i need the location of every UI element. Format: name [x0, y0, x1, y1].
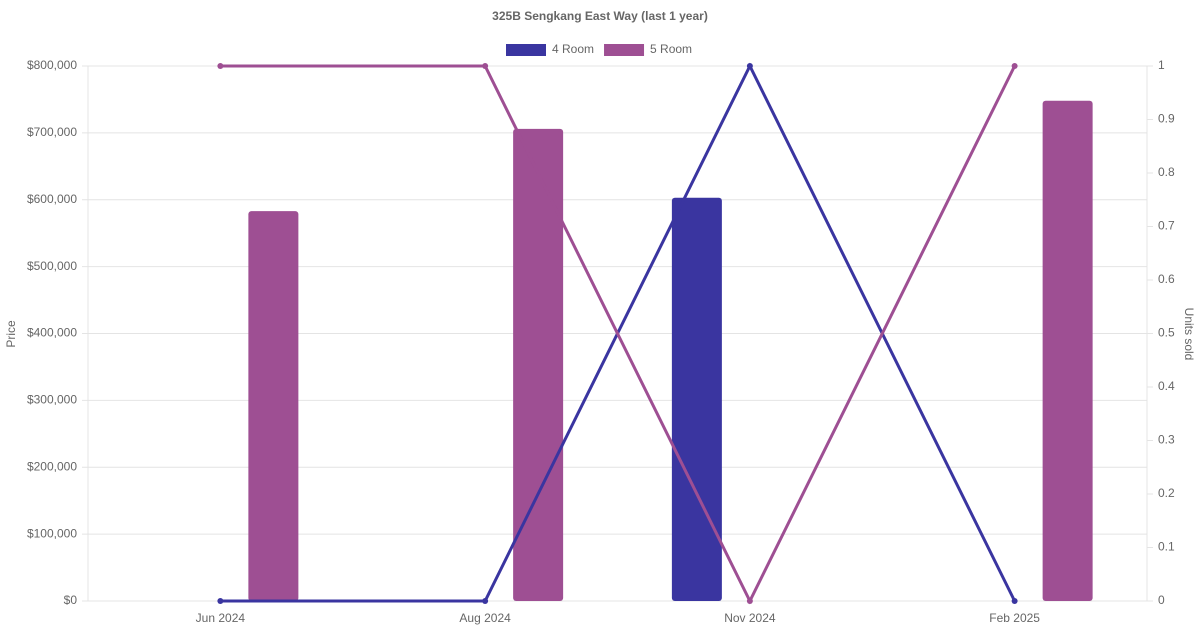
- line-point: [482, 63, 489, 69]
- y2-tick-label: 0.1: [1158, 540, 1175, 554]
- x-tick-label: Nov 2024: [724, 611, 776, 625]
- y-tick-label: $200,000: [27, 459, 77, 473]
- bar: [513, 128, 564, 602]
- legend-label[interactable]: 4 Room: [552, 42, 594, 56]
- line-point: [746, 63, 753, 69]
- y-tick-label: $600,000: [27, 192, 77, 206]
- y-axis-label: Price: [4, 320, 18, 348]
- y2-tick-label: 0.4: [1158, 379, 1175, 393]
- legend-swatch[interactable]: [506, 44, 546, 56]
- line-point: [217, 598, 224, 604]
- line-point: [1011, 63, 1018, 69]
- y2-tick-label: 0.9: [1158, 112, 1175, 126]
- bar: [1042, 100, 1093, 602]
- line-point: [482, 598, 489, 604]
- y2-axis-label: Units sold: [1182, 308, 1196, 361]
- y2-tick-label: 0.5: [1158, 326, 1175, 340]
- chart-title: 325B Sengkang East Way (last 1 year): [492, 9, 708, 23]
- y-tick-label: $100,000: [27, 526, 77, 540]
- x-tick-label: Feb 2025: [989, 611, 1040, 625]
- y2-tick-label: 1: [1158, 58, 1165, 72]
- y2-tick-label: 0.7: [1158, 219, 1175, 233]
- y-tick-label: $700,000: [27, 125, 77, 139]
- y2-tick-label: 0.3: [1158, 433, 1175, 447]
- y-tick-label: $0: [64, 593, 78, 607]
- y2-tick-label: 0: [1158, 593, 1165, 607]
- y-tick-label: $800,000: [27, 58, 77, 72]
- y-tick-label: $300,000: [27, 393, 77, 407]
- y-tick-label: $500,000: [27, 259, 77, 273]
- y2-tick-label: 0.8: [1158, 165, 1175, 179]
- bar: [671, 197, 722, 601]
- legend-label[interactable]: 5 Room: [650, 42, 692, 56]
- bar: [248, 211, 299, 601]
- line-point: [746, 598, 753, 604]
- line: [220, 64, 1016, 605]
- line-point: [217, 63, 224, 69]
- x-tick-label: Jun 2024: [196, 611, 246, 625]
- line-point: [1011, 598, 1018, 604]
- y2-tick-label: 0.6: [1158, 272, 1175, 286]
- legend-swatch[interactable]: [604, 44, 645, 56]
- x-tick-label: Aug 2024: [459, 611, 511, 625]
- y2-tick-label: 0.2: [1158, 486, 1175, 500]
- y-tick-label: $400,000: [27, 326, 77, 340]
